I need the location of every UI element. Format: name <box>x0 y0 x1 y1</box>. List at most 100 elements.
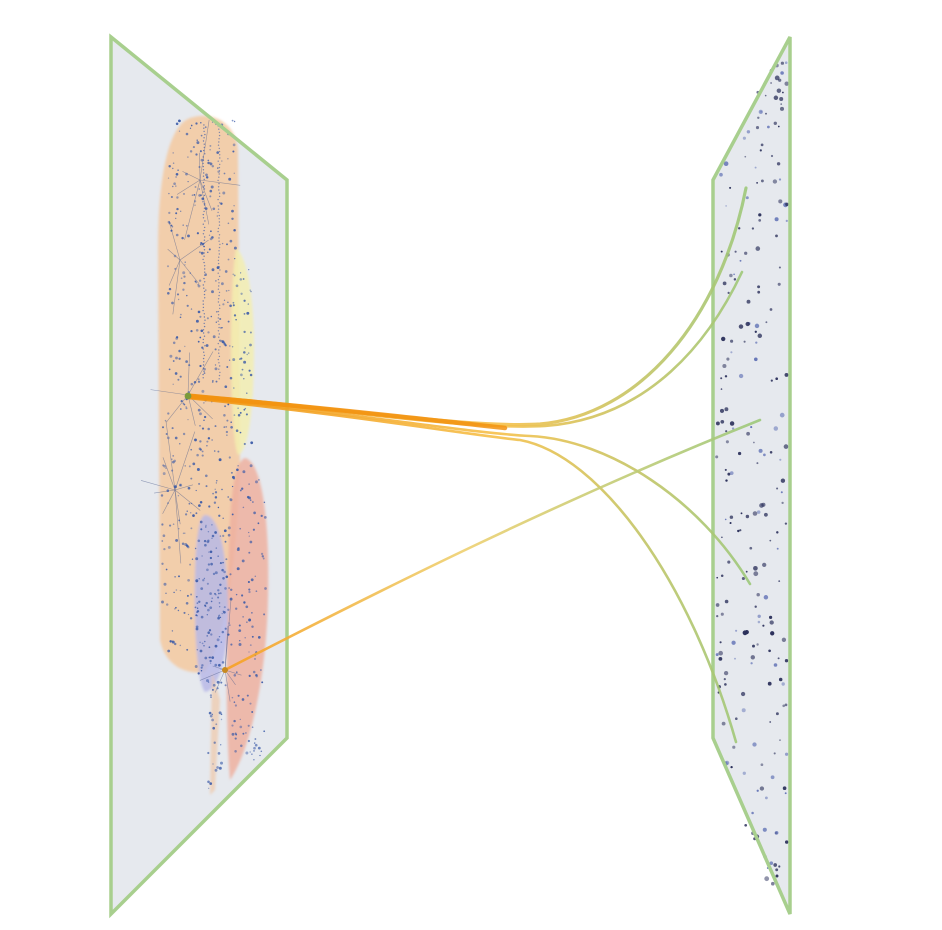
hub-node-upper <box>184 392 192 400</box>
left-node <box>165 592 167 595</box>
right-node <box>750 426 753 429</box>
left-node <box>227 158 229 160</box>
left-node <box>257 636 261 639</box>
left-node <box>242 470 246 474</box>
right-node <box>724 599 729 604</box>
left-node <box>217 506 220 509</box>
left-node <box>197 539 201 543</box>
right-node <box>721 721 726 726</box>
left-node <box>211 597 214 600</box>
left-node <box>175 217 177 220</box>
left-node <box>208 629 212 632</box>
left-node <box>219 243 221 246</box>
spoke-line <box>224 625 229 671</box>
right-node <box>775 874 779 878</box>
left-node <box>206 635 208 637</box>
bundle-trunk-upper <box>185 393 508 431</box>
left-node <box>204 271 206 273</box>
left-node <box>201 450 204 453</box>
right-node <box>746 130 751 134</box>
left-node <box>237 547 240 550</box>
left-node <box>176 293 180 296</box>
right-node <box>757 116 760 120</box>
left-node <box>254 658 256 660</box>
left-node <box>172 383 174 385</box>
left-node <box>218 378 220 380</box>
left-node <box>203 293 206 296</box>
left-node <box>232 304 235 307</box>
left-node <box>192 514 195 517</box>
left-node <box>239 431 242 434</box>
left-node <box>232 477 236 480</box>
right-node <box>715 455 719 459</box>
left-node <box>165 467 167 469</box>
left-node <box>242 616 244 618</box>
left-node <box>195 319 199 323</box>
spoke-line <box>166 394 189 423</box>
left-node <box>218 131 221 134</box>
left-node <box>232 358 236 362</box>
left-node <box>221 242 224 245</box>
spoke-line <box>150 389 189 396</box>
right-node <box>753 565 758 571</box>
left-node <box>216 680 220 684</box>
left-node <box>253 746 256 750</box>
left-node <box>202 201 204 203</box>
left-node <box>202 303 204 305</box>
left-node <box>218 240 220 242</box>
left-node <box>213 741 216 744</box>
right-node <box>778 677 783 682</box>
left-node <box>204 153 206 155</box>
left-node <box>172 460 175 464</box>
left-node <box>214 592 216 595</box>
left-node <box>203 351 205 353</box>
left-node <box>249 289 251 291</box>
left-node <box>224 405 227 408</box>
left-node <box>233 120 236 123</box>
left-node <box>247 580 250 584</box>
left-node <box>195 153 198 156</box>
left-node <box>217 208 220 210</box>
left-node <box>245 605 249 609</box>
left-node <box>209 714 213 718</box>
left-node <box>239 725 243 729</box>
left-node <box>198 188 200 190</box>
right-node <box>769 308 773 311</box>
left-node <box>202 341 204 344</box>
left-node <box>218 304 221 306</box>
right-node <box>727 560 731 564</box>
right-node <box>751 811 754 815</box>
right-node <box>770 775 775 780</box>
left-node <box>199 649 203 653</box>
left-node <box>219 592 222 595</box>
left-node <box>217 288 220 290</box>
left-node <box>197 408 201 412</box>
left-plane-border <box>109 33 289 919</box>
left-node <box>221 327 223 329</box>
left-node <box>261 555 264 558</box>
left-node <box>200 122 202 124</box>
right-node <box>755 341 758 344</box>
left-node <box>253 511 256 515</box>
left-plane-spokes <box>140 120 242 702</box>
left-node <box>175 172 179 176</box>
left-node <box>246 694 249 697</box>
right-node <box>764 876 770 882</box>
left-node <box>243 330 246 334</box>
right-node <box>759 786 765 791</box>
left-node <box>237 694 240 697</box>
left-node <box>204 268 206 270</box>
right-node <box>715 603 720 607</box>
left-node <box>177 609 180 612</box>
left-node <box>218 218 220 220</box>
left-node <box>229 239 233 243</box>
right-node <box>774 830 779 835</box>
left-node <box>216 638 220 642</box>
right-node <box>758 219 762 222</box>
spoke-line <box>187 351 214 396</box>
right-node <box>716 614 719 618</box>
left-node <box>228 177 232 181</box>
left-node <box>247 303 250 305</box>
right-node <box>725 440 729 444</box>
left-node <box>227 608 230 611</box>
